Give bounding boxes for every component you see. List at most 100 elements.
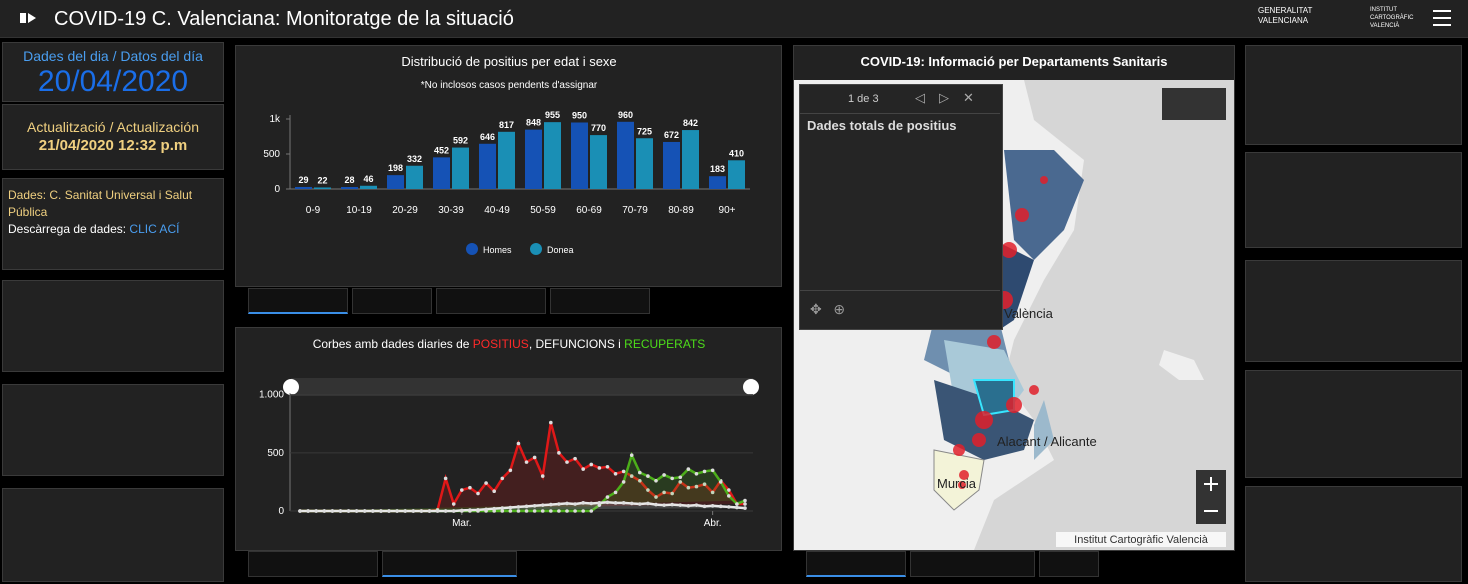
data-label: 452 bbox=[434, 145, 449, 155]
point bbox=[338, 509, 343, 513]
kpi-panel bbox=[1245, 152, 1462, 248]
legend-label: Donea bbox=[547, 245, 574, 255]
point bbox=[662, 503, 666, 507]
point bbox=[298, 509, 302, 513]
point bbox=[694, 484, 699, 489]
point bbox=[419, 509, 424, 513]
point bbox=[411, 509, 416, 513]
popup-nav[interactable]: ◁▷✕ bbox=[915, 90, 988, 105]
date-panel: Dades del dia / Datos del día 20/04/2020 bbox=[2, 42, 224, 102]
point bbox=[727, 505, 731, 509]
chart-subtitle: *No inclosos casos pendents d'assignar bbox=[421, 80, 598, 91]
tab[interactable] bbox=[1039, 551, 1099, 577]
tab[interactable] bbox=[248, 288, 348, 314]
point bbox=[654, 478, 658, 483]
x-tick-label: Mar. bbox=[452, 518, 471, 529]
x-tick-label: 70-79 bbox=[622, 205, 648, 216]
point bbox=[460, 508, 464, 513]
x-tick-label: 90+ bbox=[719, 205, 736, 216]
point bbox=[387, 509, 391, 513]
download-row: Descàrrega de dades: CLIC ACÍ bbox=[8, 221, 218, 238]
bar bbox=[728, 160, 745, 189]
tab[interactable] bbox=[436, 288, 546, 314]
point bbox=[516, 505, 521, 509]
popup: 1 de 3 ◁▷✕ Dades totals de positius ✥ ⊕ bbox=[799, 84, 1003, 330]
point bbox=[646, 488, 650, 492]
data-label: 817 bbox=[499, 120, 514, 130]
bar bbox=[682, 130, 699, 189]
point bbox=[532, 455, 537, 460]
point bbox=[540, 474, 545, 478]
point bbox=[670, 491, 674, 496]
y-tick-label: 0 bbox=[278, 506, 284, 517]
data-label: 955 bbox=[545, 110, 560, 120]
point bbox=[484, 481, 488, 485]
bar bbox=[341, 187, 358, 189]
point bbox=[306, 509, 310, 513]
point bbox=[354, 509, 359, 513]
daily-chart: Corbes amb dades diaries de POSITIUS, DE… bbox=[259, 337, 759, 529]
point bbox=[629, 453, 634, 457]
point bbox=[492, 506, 496, 511]
tab[interactable] bbox=[352, 288, 432, 314]
tab[interactable] bbox=[248, 551, 378, 577]
bar bbox=[314, 187, 331, 189]
tab[interactable] bbox=[910, 551, 1035, 577]
point bbox=[476, 508, 480, 512]
popup-heading: Dades totals de positius bbox=[807, 118, 957, 133]
place-label: València bbox=[1004, 306, 1054, 321]
point bbox=[500, 509, 505, 513]
point bbox=[468, 485, 472, 490]
tab[interactable] bbox=[550, 288, 650, 314]
point bbox=[549, 420, 553, 425]
date-label: Dades del dia / Datos del día bbox=[23, 48, 203, 64]
point bbox=[581, 509, 585, 513]
point bbox=[702, 504, 707, 509]
point bbox=[613, 471, 618, 476]
app-title: COVID-19 C. Valenciana: Monitoratge de l… bbox=[54, 8, 514, 30]
slider-handle[interactable] bbox=[283, 379, 299, 395]
point bbox=[565, 501, 569, 506]
range-slider[interactable] bbox=[291, 378, 753, 396]
download-link[interactable]: CLIC ACÍ bbox=[129, 222, 180, 236]
point bbox=[743, 498, 747, 503]
data-label: 725 bbox=[637, 126, 652, 136]
bar bbox=[663, 141, 680, 189]
y-tick-label: 1.000 bbox=[259, 390, 284, 401]
data-label: 410 bbox=[729, 148, 744, 158]
point bbox=[524, 504, 529, 509]
kpi-panel bbox=[1245, 260, 1462, 362]
menu-button[interactable] bbox=[1432, 9, 1452, 27]
daily-chart-panel: Corbes amb dades diaries de POSITIUS, DE… bbox=[235, 327, 782, 551]
x-tick-label: 20-29 bbox=[392, 205, 418, 216]
point bbox=[670, 502, 674, 507]
data-label: 46 bbox=[363, 174, 373, 184]
x-tick-label: Abr. bbox=[704, 518, 722, 529]
popup-tools[interactable]: ✥ ⊕ bbox=[810, 301, 846, 317]
tab[interactable] bbox=[806, 551, 906, 577]
tab[interactable] bbox=[382, 551, 517, 577]
point bbox=[662, 473, 666, 477]
point bbox=[638, 502, 642, 506]
logo-icon bbox=[20, 13, 36, 23]
slider-handle[interactable] bbox=[743, 379, 759, 395]
point bbox=[565, 460, 569, 464]
point bbox=[735, 505, 739, 510]
title-part: RECUPERATS bbox=[624, 337, 705, 351]
bar bbox=[387, 175, 404, 189]
download-label: Descàrrega de dades: bbox=[8, 222, 127, 236]
point bbox=[371, 509, 375, 513]
point bbox=[314, 509, 318, 513]
data-label: 848 bbox=[526, 118, 541, 128]
point bbox=[646, 501, 650, 506]
kpi-panel bbox=[1245, 45, 1462, 145]
x-tick-label: 0-9 bbox=[306, 205, 321, 216]
point bbox=[621, 501, 626, 505]
point bbox=[443, 509, 448, 513]
point bbox=[549, 509, 553, 513]
map-tools[interactable] bbox=[1162, 88, 1226, 120]
age-chart-panel: Distribució de positius per edat i sexe … bbox=[235, 45, 782, 287]
point bbox=[500, 506, 505, 510]
kpi-panel bbox=[2, 384, 224, 476]
data-label: 28 bbox=[344, 175, 354, 185]
